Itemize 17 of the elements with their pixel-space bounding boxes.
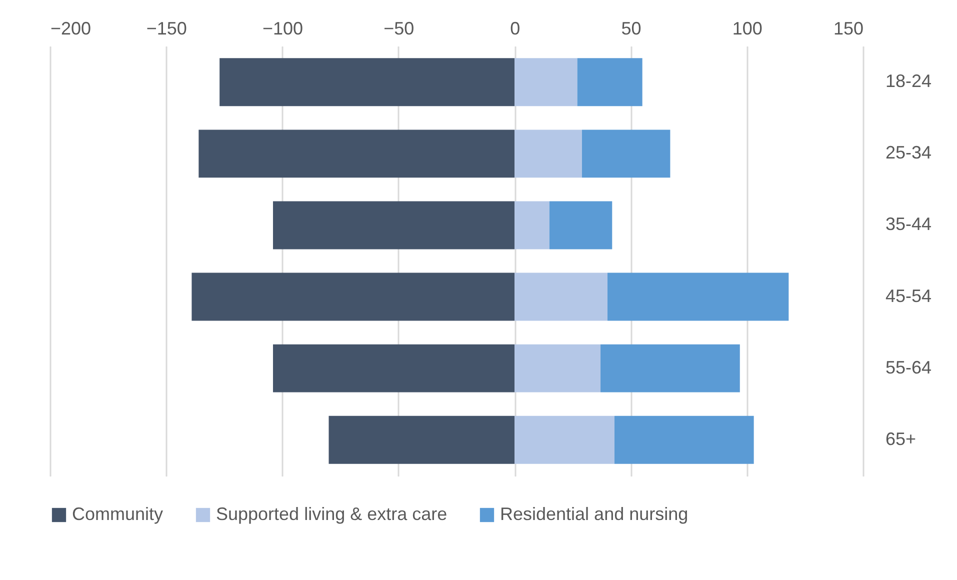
legend-label: Community bbox=[72, 504, 164, 524]
y-tick-label: 45-54 bbox=[886, 286, 932, 306]
x-tick-label: 100 bbox=[732, 18, 762, 38]
legend-label: Residential and nursing bbox=[500, 504, 688, 524]
x-tick-label: −50 bbox=[384, 18, 414, 38]
x-tick-label: −100 bbox=[262, 18, 304, 38]
x-tick-label: −200 bbox=[50, 18, 92, 38]
x-tick-label: 150 bbox=[833, 18, 864, 38]
y-tick-label: 65+ bbox=[886, 428, 916, 449]
legend-label: Supported living & extra care bbox=[216, 504, 448, 524]
x-tick-label: −150 bbox=[146, 18, 187, 38]
x-tick-label: 50 bbox=[621, 18, 642, 38]
y-tick-label: 35-44 bbox=[886, 214, 932, 234]
y-tick-label: 18-24 bbox=[886, 71, 932, 92]
x-tick-label: 0 bbox=[510, 18, 520, 38]
y-tick-label: 55-64 bbox=[886, 357, 932, 378]
y-tick-label: 25-34 bbox=[886, 142, 932, 163]
